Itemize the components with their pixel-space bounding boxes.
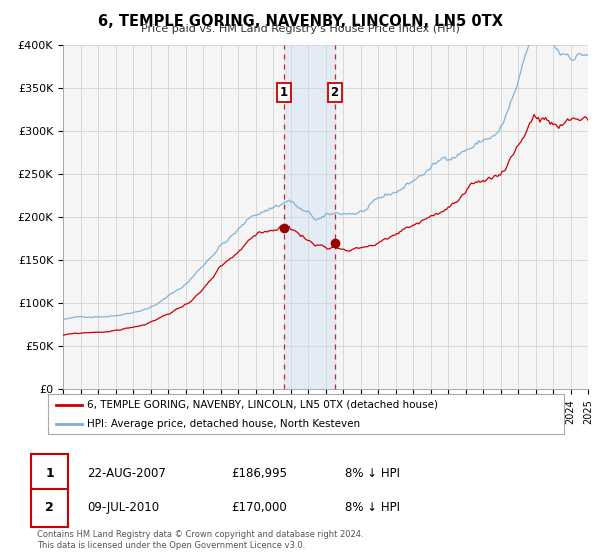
Text: 8% ↓ HPI: 8% ↓ HPI [345,501,400,515]
Text: This data is licensed under the Open Government Licence v3.0.: This data is licensed under the Open Gov… [37,541,305,550]
Text: Contains HM Land Registry data © Crown copyright and database right 2024.: Contains HM Land Registry data © Crown c… [37,530,364,539]
Text: 2: 2 [46,501,54,515]
Bar [284,45,335,389]
Text: 6, TEMPLE GORING, NAVENBY, LINCOLN, LN5 0TX: 6, TEMPLE GORING, NAVENBY, LINCOLN, LN5 … [97,14,503,29]
Text: 1: 1 [46,466,54,480]
Text: 09-JUL-2010: 09-JUL-2010 [87,501,159,515]
Text: 8% ↓ HPI: 8% ↓ HPI [345,466,400,480]
Text: 6, TEMPLE GORING, NAVENBY, LINCOLN, LN5 0TX (detached house): 6, TEMPLE GORING, NAVENBY, LINCOLN, LN5 … [86,400,438,410]
Text: HPI: Average price, detached house, North Kesteven: HPI: Average price, detached house, Nort… [86,419,360,429]
Text: 1: 1 [280,86,288,99]
Text: £170,000: £170,000 [231,501,287,515]
Text: 22-AUG-2007: 22-AUG-2007 [87,466,166,480]
Text: £186,995: £186,995 [231,466,287,480]
Text: Price paid vs. HM Land Registry's House Price Index (HPI): Price paid vs. HM Land Registry's House … [140,24,460,34]
Text: 2: 2 [331,86,338,99]
